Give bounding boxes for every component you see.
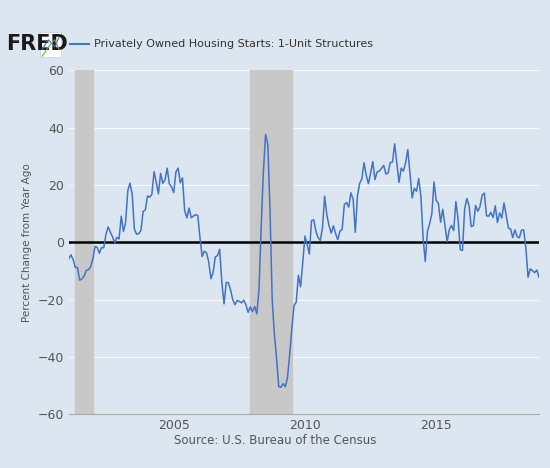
Bar	[75, 70, 93, 414]
Text: Source: U.S. Bureau of the Census: Source: U.S. Bureau of the Census	[174, 434, 376, 447]
FancyBboxPatch shape	[40, 32, 61, 57]
Text: FRED: FRED	[7, 35, 68, 54]
Text: Privately Owned Housing Starts: 1-Unit Structures: Privately Owned Housing Starts: 1-Unit S…	[94, 39, 372, 50]
Y-axis label: Percent Change from Year Ago: Percent Change from Year Ago	[22, 163, 32, 322]
Bar	[250, 70, 292, 414]
